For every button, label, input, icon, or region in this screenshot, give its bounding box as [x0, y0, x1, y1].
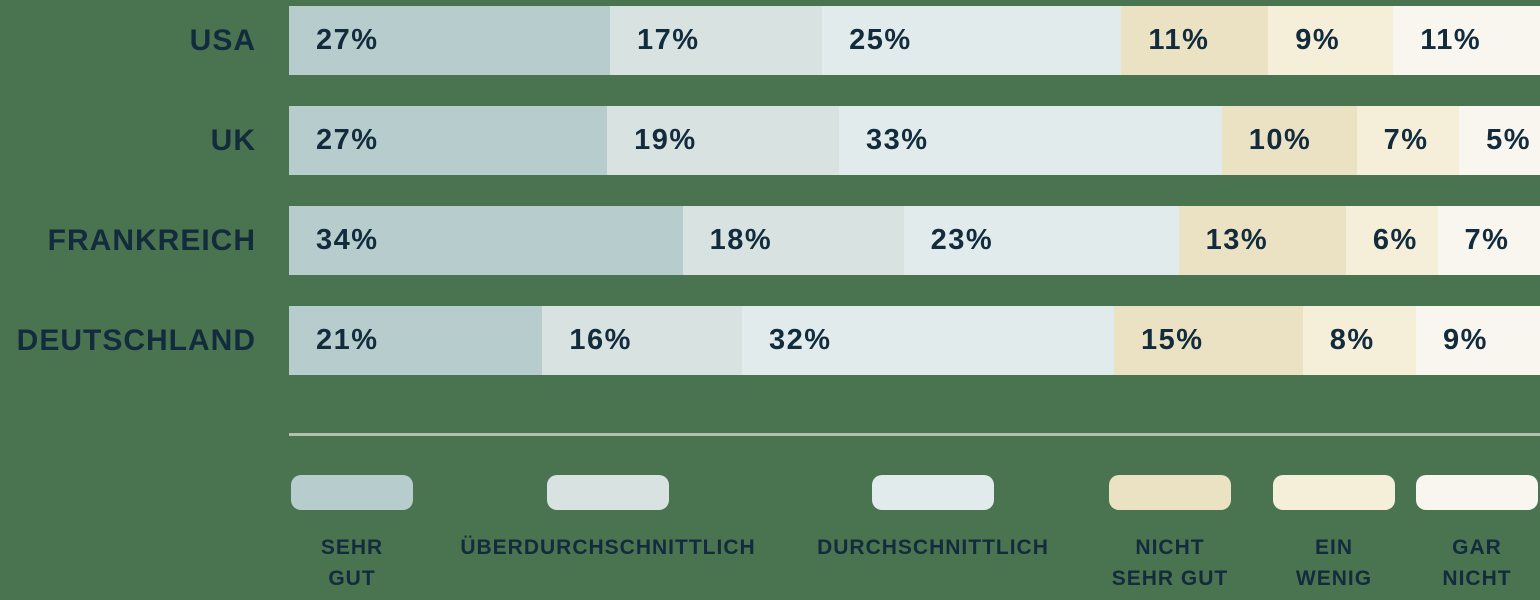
bar-segment: 13%: [1178, 206, 1346, 275]
bar-segment: 10%: [1221, 106, 1357, 175]
segment-value-label: 8%: [1329, 324, 1375, 356]
bar-segment: 25%: [822, 6, 1122, 75]
bar-segment: 7%: [1437, 206, 1540, 275]
legend-label-line: SEHR GUT: [1111, 567, 1229, 590]
segment-value-label: 25%: [849, 24, 912, 56]
segment-value-label: 11%: [1420, 24, 1482, 56]
bar-segment: 16%: [542, 306, 742, 375]
bar-segment: 15%: [1113, 306, 1303, 375]
legend-item: GAR NICHT: [1402, 475, 1540, 594]
chart-rows: USA 27% 17% 25% 11% 9% 11% UK 27% 19% 33% 10% 7% 5…: [0, 6, 1540, 406]
legend-label-line: NICHT: [1442, 567, 1512, 590]
segment-value-label: 13%: [1205, 224, 1269, 256]
legend-swatch: [1273, 475, 1395, 510]
chart-row: USA 27% 17% 25% 11% 9% 11%: [0, 6, 1540, 75]
legend-swatch: [291, 475, 413, 510]
bar-segment: 9%: [1268, 6, 1394, 75]
bar-segment: 18%: [682, 206, 904, 275]
bar-segment: 23%: [903, 206, 1179, 275]
legend-swatch: [547, 475, 669, 510]
segment-value-label: 23%: [930, 224, 994, 256]
bar-segment: 33%: [838, 106, 1222, 175]
row-segments: 34% 18% 23% 13% 6% 7%: [289, 206, 1540, 275]
legend-label-line: GAR: [1452, 536, 1502, 559]
legend-item: EIN WENIG: [1249, 475, 1419, 594]
bar-segment: 19%: [607, 106, 839, 175]
row-label: USA: [189, 23, 256, 57]
legend-label: GAR NICHT: [1442, 532, 1511, 594]
segment-value-label: 6%: [1372, 224, 1418, 256]
segment-value-label: 7%: [1464, 224, 1510, 256]
row-segments: 27% 17% 25% 11% 9% 11%: [289, 6, 1540, 75]
bar-segment: 11%: [1393, 6, 1540, 75]
bar-segment: 11%: [1121, 6, 1269, 75]
bar-segment: 32%: [741, 306, 1114, 375]
row-label: FRANKREICH: [47, 223, 256, 257]
chart-row: DEUTSCHLAND 21% 16% 32% 15% 8% 9%: [0, 306, 1540, 375]
bar-segment: 27%: [289, 6, 611, 75]
bar-segment: 7%: [1356, 106, 1460, 175]
legend-label-line: NICHT: [1135, 536, 1205, 559]
bar-segment: 8%: [1302, 306, 1416, 375]
row-label: UK: [210, 123, 256, 157]
segment-value-label: 21%: [316, 324, 379, 356]
legend-swatch: [1416, 475, 1538, 510]
segment-value-label: 5%: [1486, 124, 1532, 156]
segment-value-label: 27%: [316, 24, 379, 56]
legend-label-line: EIN: [1314, 536, 1353, 559]
segment-value-label: 9%: [1295, 24, 1341, 56]
legend-label: SEHR GUT: [321, 532, 383, 594]
segment-value-label: 11%: [1148, 24, 1210, 56]
segment-value-label: 18%: [709, 224, 773, 256]
segment-value-label: 9%: [1442, 324, 1488, 356]
legend-divider: [289, 433, 1540, 436]
segment-value-label: 15%: [1140, 324, 1204, 356]
legend-item: NICHT SEHR GUT: [1080, 475, 1260, 594]
bar-segment: 17%: [610, 6, 823, 75]
bar-segment: 6%: [1345, 206, 1438, 275]
bar-segment: 34%: [289, 206, 683, 275]
legend-label-line: WENIG: [1295, 567, 1373, 590]
chart-row: FRANKREICH 34% 18% 23% 13% 6% 7%: [0, 206, 1540, 275]
segment-value-label: 27%: [316, 124, 379, 156]
segment-value-label: 10%: [1248, 124, 1312, 156]
legend-item: DURCHSCHNITTLICH: [788, 475, 1078, 563]
segment-value-label: 19%: [634, 124, 697, 156]
legend-item: ÜBERDURCHSCHNITTLICH: [438, 475, 778, 563]
bar-segment: 27%: [289, 106, 608, 175]
segment-value-label: 16%: [569, 324, 632, 356]
legend-label-line: ÜBERDURCHSCHNITTLICH: [460, 536, 756, 559]
legend-label-line: SEHR: [320, 536, 384, 559]
legend-label-line: DURCHSCHNITTLICH: [817, 536, 1049, 559]
legend-swatch: [872, 475, 994, 510]
chart-row: UK 27% 19% 33% 10% 7% 5%: [0, 106, 1540, 175]
legend-label-line: GUT: [328, 567, 376, 590]
segment-value-label: 32%: [768, 324, 832, 356]
segment-value-label: 33%: [865, 124, 929, 156]
legend-label: NICHT SEHR GUT: [1112, 532, 1229, 594]
legend-label: ÜBERDURCHSCHNITTLICH: [460, 532, 755, 563]
legend-item: SEHR GUT: [267, 475, 437, 594]
bar-segment: 9%: [1415, 306, 1540, 375]
bar-segment: 21%: [289, 306, 543, 375]
bar-segment: 5%: [1459, 106, 1540, 175]
segment-value-label: 17%: [637, 24, 700, 56]
legend-label: EIN WENIG: [1296, 532, 1372, 594]
legend-label: DURCHSCHNITTLICH: [817, 532, 1049, 563]
row-segments: 27% 19% 33% 10% 7% 5%: [289, 106, 1540, 175]
segment-value-label: 7%: [1383, 124, 1429, 156]
row-segments: 21% 16% 32% 15% 8% 9%: [289, 306, 1540, 375]
segment-value-label: 34%: [316, 224, 379, 256]
legend-swatch: [1109, 475, 1231, 510]
row-label: DEUTSCHLAND: [16, 323, 256, 357]
